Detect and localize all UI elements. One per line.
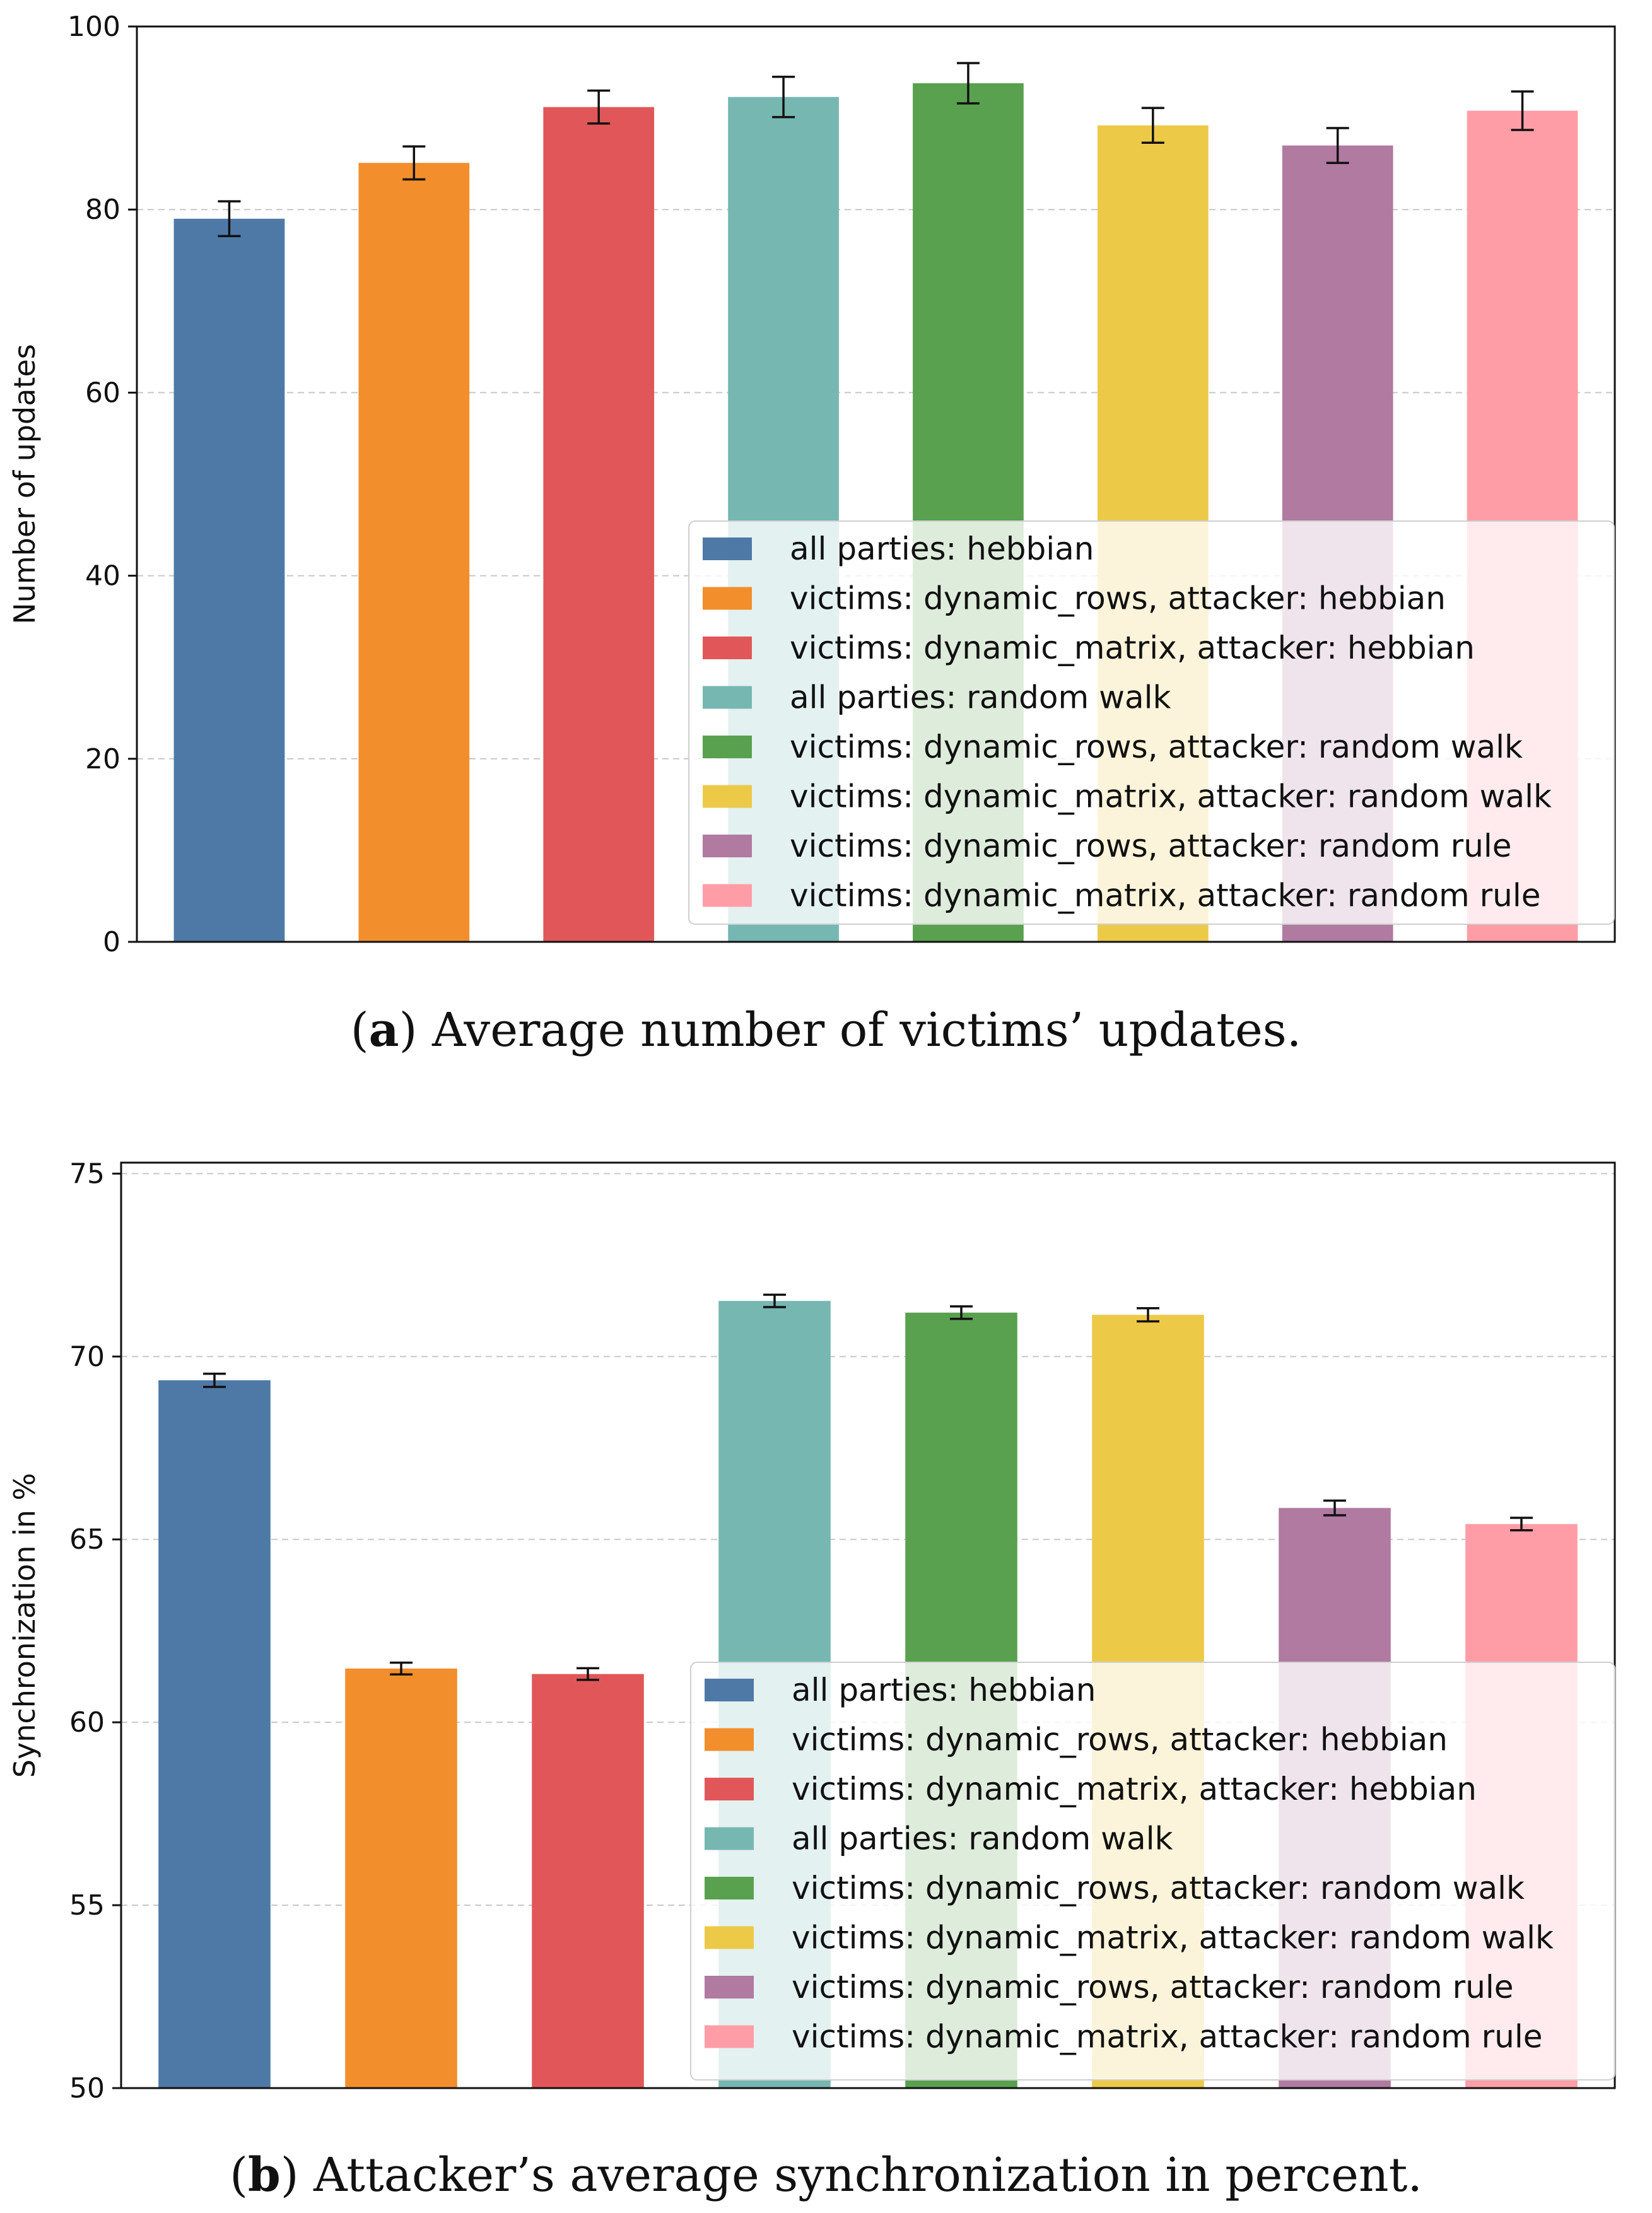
y-tick-label: 70: [69, 1341, 105, 1373]
legend-swatch-8: [703, 884, 752, 907]
y-tick-label: 60: [69, 1706, 105, 1739]
caption-a: (a) Average number of victims’ updates.: [350, 1003, 1302, 1057]
caption-b-text: Attacker’s average synchronization in pe…: [313, 2148, 1422, 2202]
bar-1: [173, 218, 285, 942]
legend-box: [688, 520, 1615, 925]
legend-swatch-6: [703, 785, 752, 808]
legend-entry-5: victims: dynamic_rows, attacker: random …: [790, 729, 1523, 765]
y-tick-label: 40: [85, 560, 120, 592]
y-tick-label: 55: [69, 1889, 105, 1922]
legend-entry-1: all parties: hebbian: [792, 1672, 1096, 1708]
caption-b: (b) Attacker’s average synchronization i…: [230, 2148, 1422, 2202]
legend-swatch-5: [703, 736, 752, 758]
y-axis-label: Number of updates: [8, 344, 42, 624]
legend-swatch-4: [703, 686, 752, 709]
y-tick-label: 80: [85, 194, 120, 226]
legend-swatch-3: [705, 1778, 754, 1800]
y-tick-label: 0: [103, 926, 120, 958]
caption-a-label: a: [368, 1003, 399, 1057]
y-axis-label: Synchronization in %: [8, 1473, 42, 1778]
legend-entry-2: victims: dynamic_rows, attacker: hebbian: [792, 1722, 1448, 1758]
y-tick-label: 100: [67, 11, 120, 43]
legend-entry-7: victims: dynamic_rows, attacker: random …: [790, 828, 1512, 864]
legend-entry-3: victims: dynamic_matrix, attacker: hebbi…: [792, 1771, 1477, 1807]
legend-entry-1: all parties: hebbian: [790, 531, 1094, 567]
bar-3: [532, 1674, 644, 2088]
legend-swatch-4: [705, 1827, 754, 1850]
legend-swatch-7: [705, 1976, 754, 1999]
legend-swatch-3: [703, 637, 752, 659]
legend-entry-6: victims: dynamic_matrix, attacker: rando…: [790, 778, 1552, 815]
y-tick-label: 20: [85, 743, 120, 775]
legend-entry-4: all parties: random walk: [790, 679, 1171, 716]
legend: all parties: hebbian victims: dynamic_row…: [690, 1662, 1615, 2081]
legend-swatch-8: [705, 2025, 754, 2048]
legend-swatch-2: [703, 587, 752, 610]
legend-entry-3: victims: dynamic_matrix, attacker: hebbi…: [790, 630, 1475, 666]
legend-entry-6: victims: dynamic_matrix, attacker: rando…: [792, 1920, 1554, 1956]
bar-2: [345, 1668, 457, 2088]
legend-entry-4: all parties: random walk: [792, 1821, 1173, 1857]
legend-swatch-7: [703, 835, 752, 857]
plot-frame: [120, 1161, 1616, 2089]
legend-swatch-6: [705, 1926, 754, 1949]
legend: all parties: hebbian victims: dynamic_row…: [688, 520, 1615, 925]
caption-a-text: Average number of victims’ updates.: [431, 1003, 1302, 1057]
bar-2: [358, 163, 470, 942]
legend-entry-2: victims: dynamic_rows, attacker: hebbian: [790, 580, 1446, 617]
y-tick-label: 65: [69, 1523, 105, 1556]
legend-entry-5: victims: dynamic_rows, attacker: random …: [792, 1870, 1525, 1906]
legend-swatch-1: [705, 1679, 754, 1701]
legend-entry-8: victims: dynamic_matrix, attacker: rando…: [792, 2019, 1543, 2055]
chart-b: 50 55 60 65 70 75 Synchronization in % all part…: [8, 1158, 1616, 2104]
chart-a: 0 20 40 60 80 100 Number of updates all parties…: [8, 11, 1616, 958]
legend-swatch-5: [705, 1877, 754, 1899]
caption-b-label: b: [248, 2148, 281, 2202]
y-tick-label: 75: [69, 1158, 105, 1190]
legend-swatch-2: [705, 1728, 754, 1751]
plot-frame: [136, 25, 1616, 943]
legend-entry-7: victims: dynamic_rows, attacker: random …: [792, 1969, 1514, 2005]
bar-3: [543, 107, 655, 942]
y-tick-label: 60: [85, 377, 120, 409]
bar-1: [158, 1380, 271, 2088]
legend-swatch-1: [703, 537, 752, 560]
legend-entry-8: victims: dynamic_matrix, attacker: rando…: [790, 878, 1541, 914]
legend-box: [690, 1662, 1615, 2081]
y-tick-label: 50: [69, 2072, 105, 2104]
